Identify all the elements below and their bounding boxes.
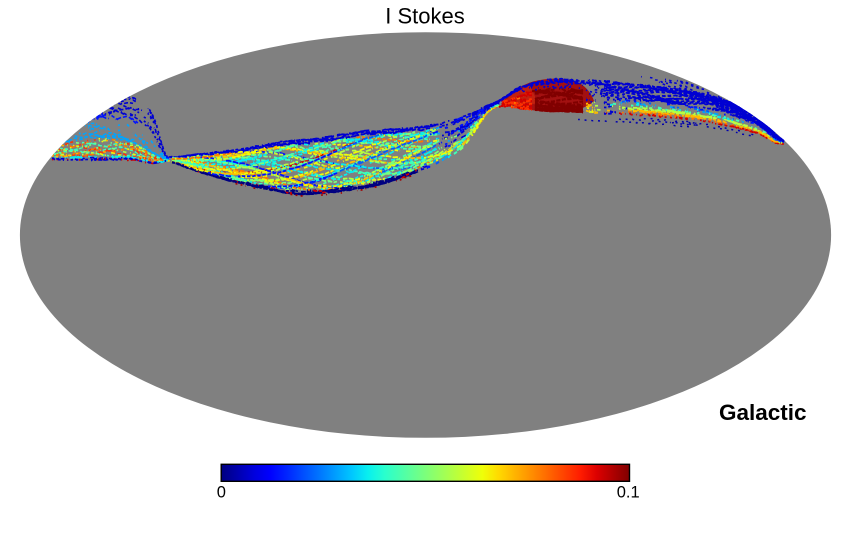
svg-text:0: 0 — [217, 483, 226, 501]
svg-text:I Stokes: I Stokes — [385, 3, 464, 28]
svg-text:0.1: 0.1 — [617, 483, 640, 501]
svg-text:Galactic: Galactic — [719, 400, 807, 425]
